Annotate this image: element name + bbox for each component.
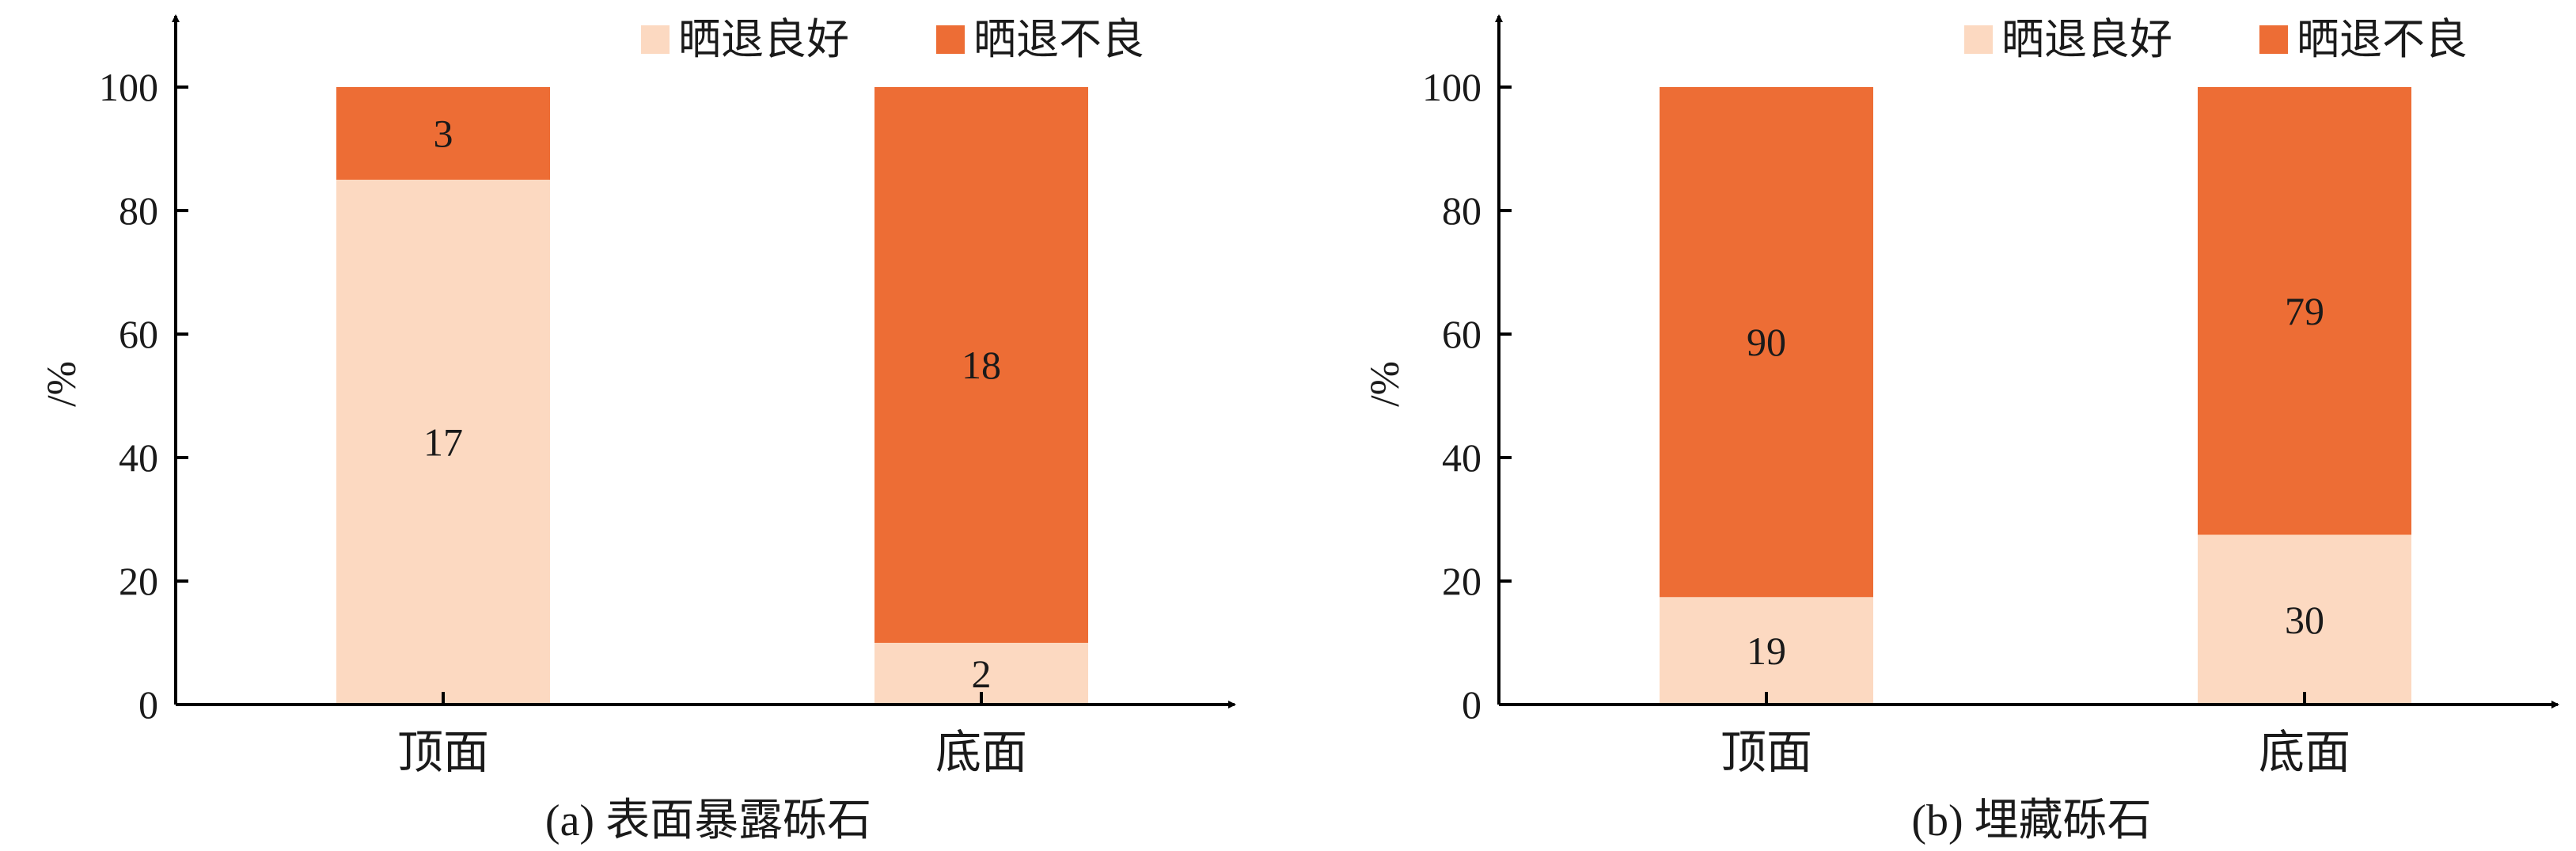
bar-segment-poorly-bleached-bottom-face	[2198, 87, 2411, 535]
legend-label-poorly-bleached: 晒退不良	[2297, 16, 2468, 63]
y-tick-label: 0	[138, 682, 158, 727]
y-tick-label: 60	[1442, 312, 1481, 356]
chart-panel-b: 晒退良好 晒退不良 /% 顶面 底面 (b) 埋藏砾石 19 90 30 79 0 20 4…	[1363, 14, 2559, 845]
x-tick-label-bottom-face: 底面	[2259, 727, 2350, 778]
y-tick-label: 80	[1442, 188, 1481, 233]
legend-label-poorly-bleached: 晒退不良	[973, 16, 1144, 63]
y-axis-label: /%	[40, 361, 85, 407]
bar-count-label: 18	[962, 343, 1001, 387]
bars: 17 3 2 18	[336, 87, 1088, 705]
y-tick-label: 20	[119, 559, 158, 603]
y-tick-label: 100	[99, 65, 158, 109]
bar-segment-well-bleached-top-face	[336, 180, 550, 705]
bar-count-label: 90	[1747, 320, 1786, 364]
bar-segment-poorly-bleached-top-face	[336, 87, 550, 180]
legend-swatch-well-bleached	[641, 25, 670, 54]
bar-segment-well-bleached-top-face	[1660, 597, 1873, 705]
y-tick-label: 40	[1442, 435, 1481, 480]
y-tick-label: 40	[119, 435, 158, 480]
bar-count-label: 19	[1747, 629, 1786, 673]
y-tick-label: 0	[1462, 682, 1481, 727]
panel-caption: (b) 埋藏砾石	[1911, 796, 2151, 845]
chart-panel-a: 晒退良好 晒退不良 /% 顶面 底面 (a) 表面暴露砾石 17 3 2 18 0 20 4…	[40, 14, 1236, 845]
y-axis-label: /%	[1363, 361, 1408, 407]
y-tick-label: 60	[119, 312, 158, 356]
x-tick-label-bottom-face: 底面	[935, 727, 1027, 778]
y-tick-label: 20	[1442, 559, 1481, 603]
bar-count-label: 17	[423, 420, 463, 465]
legend-swatch-well-bleached	[1964, 25, 1993, 54]
y-tick-label: 100	[1422, 65, 1481, 109]
bar-count-label: 30	[2285, 598, 2324, 642]
legend-swatch-poorly-bleached	[936, 25, 965, 54]
legend-swatch-poorly-bleached	[2259, 25, 2288, 54]
x-tick-label-top-face: 顶面	[397, 727, 489, 778]
bar-count-label: 3	[434, 112, 453, 156]
bars: 19 90 30 79	[1660, 87, 2411, 705]
bar-segment-poorly-bleached-top-face	[1660, 87, 1873, 598]
legend-label-well-bleached: 晒退良好	[678, 16, 849, 63]
bar-segment-poorly-bleached-bottom-face	[874, 87, 1088, 643]
y-tick-label: 80	[119, 188, 158, 233]
x-tick-label-top-face: 顶面	[1720, 727, 1812, 778]
bar-segment-well-bleached-bottom-face	[2198, 534, 2411, 705]
legend-label-well-bleached: 晒退良好	[2001, 16, 2172, 63]
panel-caption: (a) 表面暴露砾石	[545, 796, 871, 845]
bar-count-label: 2	[972, 652, 992, 696]
bar-count-label: 79	[2285, 289, 2324, 333]
